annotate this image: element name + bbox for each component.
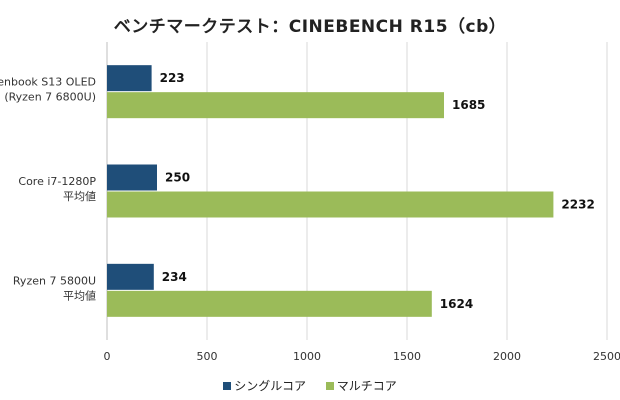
bar-multi-1 [107, 191, 554, 218]
category-label-2-0: Ryzen 7 5800U [13, 274, 96, 287]
data-label-multi-1: 2232 [561, 198, 594, 212]
data-label-single-2: 234 [162, 270, 187, 284]
category-label-1-0: Core i7-1280P [18, 175, 96, 188]
data-label-multi-0: 1685 [452, 98, 485, 112]
bar-multi-0 [107, 92, 444, 119]
bar-single-0 [107, 65, 152, 92]
bar-multi-2 [107, 290, 432, 317]
chart-title: ベンチマークテスト：CINEBENCH R15（cb） [113, 17, 507, 37]
legend-label-multi: マルチコア [336, 379, 397, 393]
x-tick-label-2: 1000 [293, 350, 321, 363]
legend-swatch-multi [325, 381, 334, 390]
legend-item-multi: マルチコア [325, 377, 397, 394]
category-label-2-1: 平均値 [63, 289, 96, 302]
bar-single-1 [107, 164, 157, 191]
data-label-multi-2: 1624 [440, 297, 473, 311]
legend-label-single: シングルコア [234, 379, 306, 393]
x-tick-label-3: 1500 [393, 350, 421, 363]
data-label-single-1: 250 [165, 171, 190, 185]
x-tick-label-1: 500 [197, 350, 218, 363]
x-tick-label-5: 2500 [593, 350, 620, 363]
category-label-1-1: 平均値 [63, 190, 96, 203]
category-label-0-0: Zenbook S13 OLED [0, 76, 96, 89]
legend: シングルコア マルチコア [0, 377, 620, 394]
category-label-0-1: (Ryzen 7 6800U) [4, 91, 96, 104]
x-tick-label-0: 0 [104, 350, 111, 363]
legend-swatch-single [223, 381, 232, 390]
x-tick-label-4: 2000 [493, 350, 521, 363]
bar-single-2 [107, 263, 154, 290]
legend-item-single: シングルコア [223, 377, 306, 394]
data-label-single-0: 223 [160, 71, 185, 85]
